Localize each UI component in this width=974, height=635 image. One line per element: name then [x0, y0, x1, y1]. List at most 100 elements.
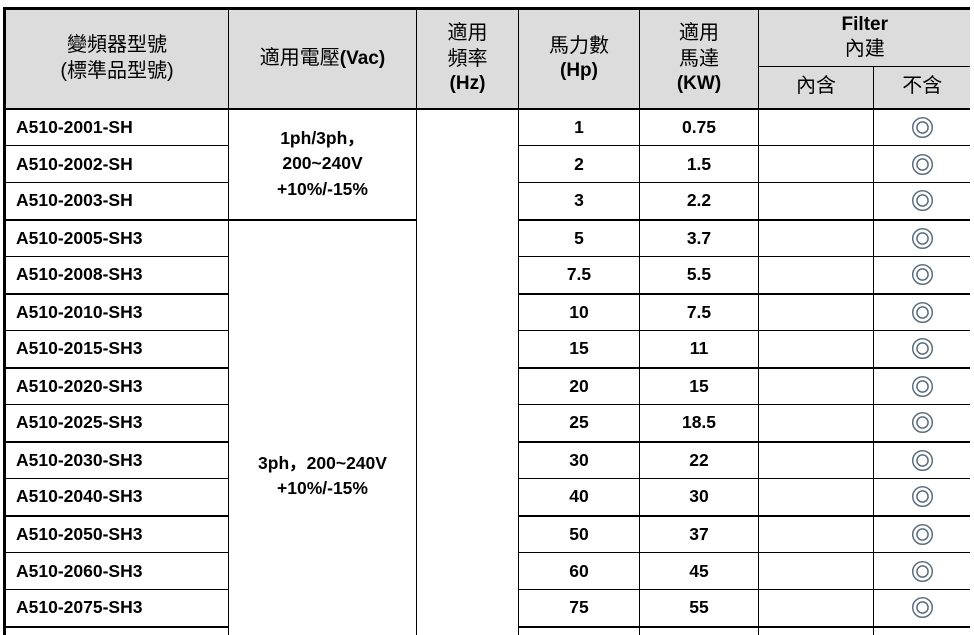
double-circle-icon	[911, 375, 933, 397]
filter-included-cell	[758, 404, 874, 443]
hp-cell: 60	[518, 552, 640, 590]
filter-included-cell	[758, 330, 874, 369]
double-circle-icon	[911, 301, 933, 323]
double-circle-icon	[911, 153, 933, 175]
frequency-cell	[416, 108, 519, 635]
table-row: A510-2025-SH3 25 18.5	[4, 404, 970, 443]
header-filter: Filter 內建	[757, 8, 970, 67]
partial-cell	[518, 626, 640, 635]
filter-included-cell	[758, 589, 874, 628]
table-row: A510-2020-SH3 20 15	[4, 367, 970, 405]
kw-cell: 22	[639, 441, 759, 479]
model-cell: A510-2075-SH3	[4, 589, 229, 628]
header-horsepower-zh: 馬力數	[549, 34, 609, 57]
header-filter-zh: 內建	[844, 38, 885, 61]
hp-cell: 25	[518, 404, 640, 443]
table-row: A510-2015-SH3 15 11	[4, 330, 970, 369]
hp-cell: 2	[518, 145, 640, 183]
model-cell: A510-2003-SH	[4, 182, 229, 221]
hp-cell: 1	[518, 108, 640, 146]
model-cell: A510-2008-SH3	[4, 256, 229, 295]
kw-cell: 55	[639, 589, 759, 628]
table-body: A510-2001-SH 1ph/3ph， 200~240V +10%/-15% 1 0.…	[4, 108, 970, 635]
filter-excluded-cell	[872, 478, 970, 517]
voltage-line: +10%/-15%	[277, 178, 368, 199]
filter-excluded-cell	[872, 589, 970, 628]
voltage-line: 1ph/3ph，	[280, 127, 365, 148]
filter-included-cell	[758, 552, 874, 590]
hp-cell: 7.5	[518, 256, 640, 295]
filter-included-cell	[758, 256, 874, 295]
header-frequency-unit: (Hz)	[449, 73, 486, 95]
hp-cell: 3	[518, 182, 640, 221]
kw-cell: 0.75	[639, 108, 759, 146]
header-motor-unit: (KW)	[676, 73, 722, 95]
model-cell: A510-2025-SH3	[4, 404, 229, 443]
header-horsepower-unit: (Hp)	[560, 60, 598, 82]
double-circle-icon	[911, 116, 933, 138]
filter-excluded-cell	[872, 182, 970, 221]
table-row: A510-2060-SH3 60 45	[4, 552, 970, 590]
header-motor: 適用 馬達 (KW)	[639, 8, 759, 110]
partial-cell	[4, 626, 229, 635]
table-row: A510-2001-SH 1ph/3ph， 200~240V +10%/-15% 1 0.…	[4, 108, 970, 635]
model-cell: A510-2005-SH3	[4, 219, 229, 257]
table-row: A510-2075-SH3 75 55	[4, 589, 970, 628]
table-row: A510-2010-SH3 10 7.5	[4, 293, 970, 331]
double-circle-icon	[911, 523, 933, 545]
hp-cell: 20	[518, 367, 640, 405]
hp-cell: 15	[518, 330, 640, 369]
filter-excluded-cell	[872, 108, 970, 146]
double-circle-icon	[911, 449, 933, 471]
header-filter-en: Filter	[841, 14, 888, 36]
header-frequency: 適用 頻率 (Hz)	[416, 8, 519, 110]
header-voltage: 適用電壓(Vac)	[228, 8, 417, 110]
table-row: A510-2008-SH3 7.5 5.5	[4, 256, 970, 295]
double-circle-icon	[911, 560, 933, 582]
model-cell: A510-2040-SH3	[4, 478, 229, 517]
filter-excluded-cell	[872, 219, 970, 257]
table-row: A510-2050-SH3 50 37	[4, 515, 970, 553]
model-cell: A510-2060-SH3	[4, 552, 229, 590]
voltage-line: +10%/-15%	[277, 477, 368, 498]
kw-cell: 30	[639, 478, 759, 517]
filter-excluded-cell	[872, 552, 970, 590]
filter-excluded-cell	[872, 441, 970, 479]
table-row: A510-2003-SH 3 2.2	[4, 182, 970, 221]
filter-excluded-cell	[872, 145, 970, 183]
hp-cell: 5	[518, 219, 640, 257]
partial-cell	[639, 626, 759, 635]
filter-included-cell	[758, 182, 874, 221]
kw-cell: 15	[639, 367, 759, 405]
table-header: 變頻器型號 (標準品型號) 適用電壓(Vac) 適用 頻率 (Hz) 馬力數 (…	[4, 8, 970, 110]
voltage-line: 200~240V	[282, 153, 363, 174]
model-cell: A510-2030-SH3	[4, 441, 229, 479]
double-circle-icon	[911, 190, 933, 212]
kw-cell: 7.5	[639, 293, 759, 331]
header-frequency-zh2: 頻率	[447, 47, 488, 70]
header-model-line1: 變頻器型號	[67, 34, 167, 57]
double-circle-icon	[911, 486, 933, 508]
filter-included-cell	[758, 367, 874, 405]
header-motor-zh2: 馬達	[679, 47, 719, 70]
voltage-line: 3ph，200~240V	[258, 452, 387, 473]
filter-excluded-cell	[872, 367, 970, 405]
model-cell: A510-2010-SH3	[4, 293, 229, 331]
filter-included-cell	[758, 108, 874, 146]
filter-excluded-cell	[872, 256, 970, 295]
table-row: A510-2002-SH 2 1.5	[4, 145, 970, 183]
voltage-group-cell: 1ph/3ph， 200~240V +10%/-15%	[228, 108, 417, 221]
filter-included-cell	[758, 293, 874, 331]
kw-cell: 2.2	[639, 182, 759, 221]
header-filter-excluded: 不含	[872, 66, 970, 110]
filter-excluded-cell	[872, 515, 970, 553]
header-horsepower: 馬力數 (Hp)	[518, 8, 640, 110]
filter-excluded-cell	[872, 330, 970, 369]
double-circle-icon	[911, 597, 933, 619]
header-voltage-unit: (Vac)	[339, 47, 386, 69]
table-row-partial	[4, 626, 970, 635]
filter-included-cell	[758, 478, 874, 517]
double-circle-icon	[911, 338, 933, 360]
model-cell: A510-2050-SH3	[4, 515, 229, 553]
hp-cell: 75	[518, 589, 640, 628]
